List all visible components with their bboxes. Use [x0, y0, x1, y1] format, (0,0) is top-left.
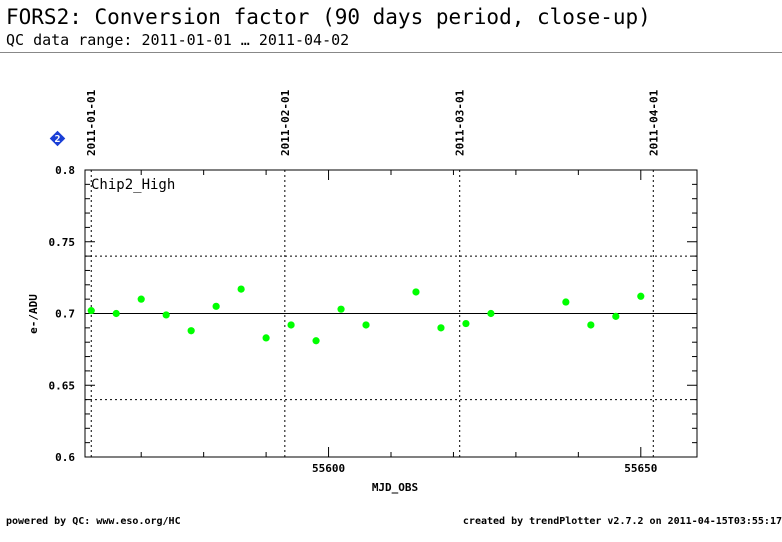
y-axis-label: e-/ADU [27, 294, 40, 334]
y-tick-label: 0.8 [55, 164, 75, 177]
x-tick-label: 55650 [624, 462, 657, 475]
data-point [412, 288, 420, 296]
data-point [337, 305, 345, 313]
data-point [612, 312, 620, 320]
y-tick-label: 0.75 [49, 236, 76, 249]
data-point [487, 309, 495, 318]
data-point [262, 334, 270, 342]
y-tick-label: 0.7 [55, 308, 75, 321]
page-title: FORS2: Conversion factor (90 days period… [6, 5, 651, 29]
grid-lines [85, 170, 697, 457]
data-point [587, 321, 595, 329]
data-point [187, 327, 195, 335]
data-point [462, 319, 470, 328]
data-point [437, 324, 445, 332]
date-marker-label: 2011-04-01 [647, 89, 660, 156]
data-point [287, 321, 295, 329]
data-point [562, 298, 570, 306]
y-tick-label: 0.6 [55, 451, 75, 464]
page-subtitle: QC data range: 2011-01-01 … 2011-04-02 [6, 31, 350, 49]
x-axis-label: MJD_OBS [372, 481, 418, 494]
footer-powered-by: powered by QC: www.eso.org/HC [6, 516, 181, 527]
data-point [637, 292, 645, 300]
data-point [362, 321, 370, 329]
date-marker-label: 2011-03-01 [454, 89, 467, 156]
data-point [312, 337, 320, 345]
x-tick-label: 55600 [312, 462, 345, 475]
axes: 2011-01-01 2011-02-01 2011-03-01 2011-04-01… [49, 89, 698, 475]
y-tick-label: 0.65 [49, 379, 76, 392]
data-point [112, 309, 120, 318]
conversion-factor-chart: 2 2011-01-01 2011-02-01 2011-03-01 2011-04-… [27, 89, 698, 494]
data-points [87, 285, 645, 345]
date-marker-label: 2011-01-01 [85, 89, 98, 156]
data-point [137, 295, 145, 303]
header-divider [0, 52, 782, 53]
data-point [162, 311, 170, 319]
data-point [237, 285, 245, 293]
date-marker-label: 2011-02-01 [279, 89, 292, 156]
chip-badge-icon: 2 [49, 130, 66, 147]
data-point [87, 307, 95, 315]
badge-diamond [49, 130, 66, 147]
data-point [212, 302, 220, 310]
panel-label: Chip2_High [91, 177, 175, 193]
badge-label: 2 [54, 134, 60, 145]
footer-created-by: created by trendPlotter v2.7.2 on 2011-0… [462, 516, 782, 527]
